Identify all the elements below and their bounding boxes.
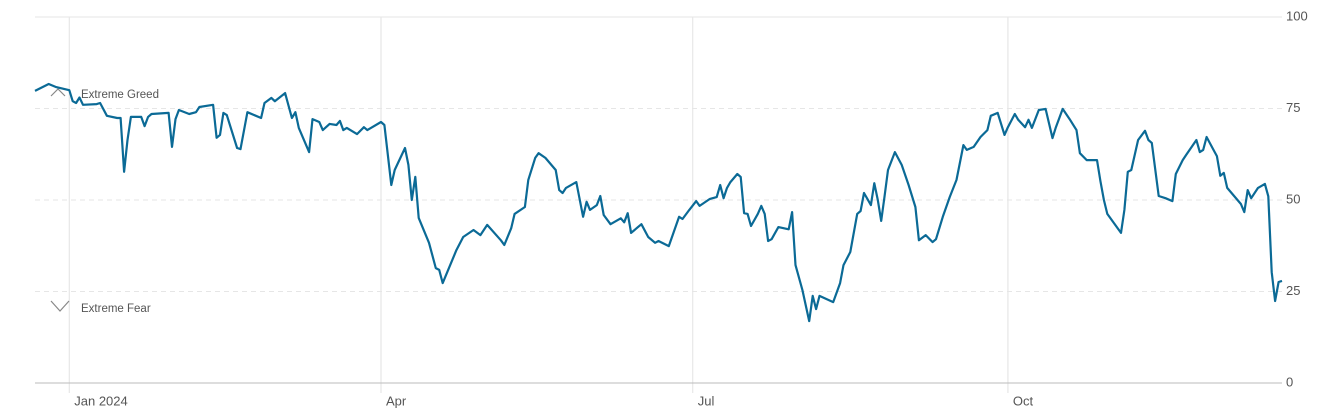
- y-tick-label: 0: [1286, 374, 1293, 389]
- y-tick-label: 50: [1286, 191, 1300, 206]
- line: [34, 82, 1283, 323]
- x-tick-label: Apr: [386, 393, 407, 408]
- annotation: Extreme Fear: [81, 303, 151, 315]
- y-tick-label: 25: [1286, 283, 1300, 298]
- y-tick-label: 100: [1286, 8, 1308, 23]
- x-tick-label: Oct: [1013, 393, 1034, 408]
- x-tick-label: Jul: [698, 393, 715, 408]
- greed-icon: [50, 88, 66, 97]
- fear-icon: [50, 300, 70, 312]
- annotation: Extreme Greed: [81, 89, 159, 101]
- y-tick-label: 75: [1286, 100, 1300, 115]
- x-tick-label: Jan 2024: [74, 393, 128, 408]
